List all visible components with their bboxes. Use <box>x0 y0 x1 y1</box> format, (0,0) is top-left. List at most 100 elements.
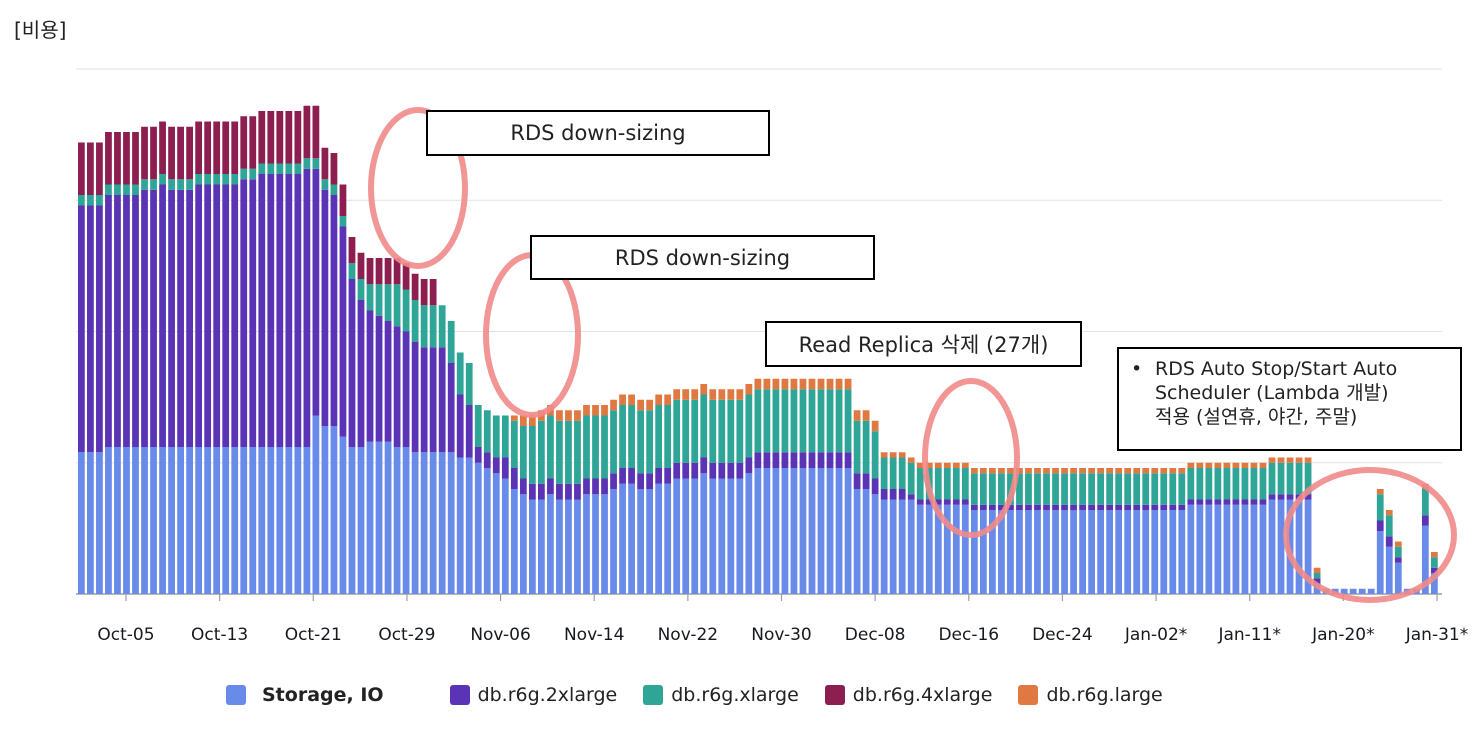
bar-segment-4xl <box>312 105 320 159</box>
bar-segment-xl <box>1043 473 1050 505</box>
bar-segment-large <box>637 399 644 411</box>
annotation-rds-downsizing-2: RDS down-sizing <box>530 235 875 280</box>
bar-segment-2xl <box>646 473 654 489</box>
bar-segment-2xl <box>1394 557 1402 563</box>
bar-segment-2xl <box>736 462 744 479</box>
bar-segment-xl <box>132 184 139 195</box>
bar-segment-storage <box>1043 510 1050 594</box>
bar-segment-storage <box>1295 499 1303 594</box>
bar-segment-2xl <box>402 331 410 447</box>
bar-segment-large <box>862 410 870 421</box>
bar-segment-2xl <box>998 504 1005 510</box>
bar-segment-storage <box>294 447 302 594</box>
bar-segment-xl <box>348 263 356 279</box>
bar-segment-2xl <box>1088 504 1095 510</box>
bar-segment-2xl <box>610 473 617 489</box>
bar-segment-storage <box>411 452 419 594</box>
bar-segment-2xl <box>1178 504 1186 510</box>
bar-segment-2xl <box>384 321 392 442</box>
bar-segment-storage <box>1169 510 1177 594</box>
bar-segment-xl <box>177 179 184 190</box>
bar-segment-storage <box>1034 510 1041 594</box>
legend-label: db.r6g.xlarge <box>671 684 799 706</box>
legend-item-4xlarge[interactable]: db.r6g.4xlarge <box>824 684 992 706</box>
x-tick-label: Dec-16 <box>938 625 999 645</box>
bar-segment-xl <box>1394 546 1402 558</box>
bar-segment-storage <box>402 447 410 594</box>
bar-segment-xl <box>1124 473 1132 505</box>
bar-segment-2xl <box>916 499 924 505</box>
bar-segment-storage <box>961 504 969 594</box>
bar-segment-xl <box>709 399 717 463</box>
bar-segment-xl <box>835 389 843 453</box>
bar-segment-4xl <box>402 263 410 290</box>
bar-segment-2xl <box>357 300 365 447</box>
bar-segment-storage <box>78 452 85 594</box>
bar-segment-xl <box>1079 473 1086 505</box>
bar-segment-large <box>619 394 626 405</box>
bar-segment-4xl <box>231 121 239 174</box>
bar-segment-storage <box>339 436 347 594</box>
bar-segment-2xl <box>465 405 473 458</box>
bar-segment-xl <box>1313 573 1321 579</box>
bar-segment-storage <box>592 494 599 594</box>
bar-segment-xl <box>87 195 94 206</box>
bar-segment-xl <box>96 195 103 206</box>
bar-segment-xl <box>195 174 203 185</box>
bar-segment-xl <box>538 420 545 484</box>
bar-segment-xl <box>1430 557 1438 568</box>
annotation-read-replica-delete: Read Replica 삭제 (27개) <box>765 321 1082 367</box>
bar-segment-xl <box>943 468 951 500</box>
bar-segment-2xl <box>177 189 184 447</box>
bar-segment-xl <box>754 389 762 453</box>
legend-item-storage[interactable]: Storage, IO <box>226 684 424 706</box>
bar-segment-storage <box>1106 510 1114 594</box>
bar-segment-xl <box>1250 468 1258 500</box>
bar-segment-2xl <box>664 468 672 484</box>
bar-segment-2xl <box>628 468 635 484</box>
bar-segment-storage <box>519 494 527 594</box>
bar-segment-storage <box>772 468 780 594</box>
bar-segment-large <box>880 452 888 458</box>
bar-segment-xl <box>528 426 536 484</box>
bar-segment-2xl <box>907 494 915 500</box>
bar-segment-2xl <box>826 452 834 468</box>
bar-segment-storage <box>1223 504 1231 594</box>
bar-segment-large <box>1097 468 1105 474</box>
legend-item-large[interactable]: db.r6g.large <box>1018 684 1163 706</box>
bar-segment-storage <box>943 504 951 594</box>
legend-item-xlarge[interactable]: db.r6g.xlarge <box>643 684 799 706</box>
bar-segment-storage <box>159 447 166 594</box>
bar-segment-2xl <box>150 189 157 447</box>
bar-segment-xl <box>718 399 726 463</box>
bar-segment-4xl <box>150 126 157 180</box>
bar-segment-2xl <box>1034 504 1041 510</box>
bar-segment-storage <box>709 478 717 594</box>
bar-segment-large <box>989 468 996 474</box>
bar-segment-storage <box>1160 510 1168 594</box>
bar-segment-storage <box>952 504 960 594</box>
bar-segment-xl <box>420 305 428 348</box>
bar-segment-storage <box>474 462 482 594</box>
bar-segment-2xl <box>989 504 996 510</box>
bar-segment-storage <box>1178 510 1186 594</box>
bar-segment-storage <box>700 473 708 594</box>
bar-segment-4xl <box>420 279 428 306</box>
bar-segment-large <box>565 410 572 421</box>
bar-segment-storage <box>195 447 203 594</box>
bar-segment-2xl <box>159 184 166 447</box>
bar-segment-storage <box>691 478 699 594</box>
bar-segment-xl <box>321 179 329 190</box>
bar-segment-xl <box>619 405 626 468</box>
bar-segment-2xl <box>754 452 762 468</box>
bar-segment-2xl <box>943 499 951 505</box>
bar-segment-xl <box>646 410 654 474</box>
bar-segment-2xl <box>1133 504 1141 510</box>
bar-segment-xl <box>285 163 293 174</box>
bar-segment-xl <box>637 410 644 474</box>
legend-item-2xlarge[interactable]: db.r6g.2xlarge <box>449 684 617 706</box>
bar-segment-2xl <box>556 483 563 500</box>
bar-segment-xl <box>1268 462 1276 495</box>
bar-segment-storage <box>375 441 383 594</box>
